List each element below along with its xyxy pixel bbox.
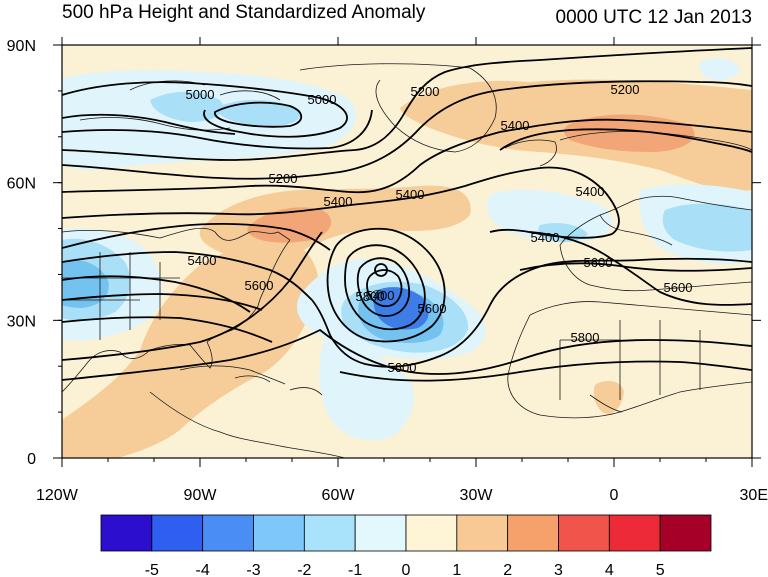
colorbar-swatch <box>303 514 356 552</box>
colorbar-label: 2 <box>503 562 512 577</box>
lat-label: 90N <box>7 38 36 55</box>
colorbar-label: 5 <box>656 562 665 577</box>
map-frame <box>61 44 753 459</box>
contour-label: 5600 <box>418 301 447 316</box>
colorbar-swatch <box>456 514 509 552</box>
map-panel: 5000 5000 5200 5200 5200 5400 5400 5400 5400 5400… <box>62 45 752 458</box>
colorbar-swatch <box>405 514 458 552</box>
colorbar-swatch <box>558 514 610 552</box>
colorbar-swatch <box>659 514 712 552</box>
lat-label: 60N <box>7 176 36 193</box>
negative-anomaly-shading <box>62 58 752 441</box>
contour-label: 5400 <box>366 288 395 303</box>
contour-label: 5400 <box>576 184 605 199</box>
colorbar-label: -5 <box>145 562 159 577</box>
colorbar-label: 4 <box>605 562 614 577</box>
contour-label: 5000 <box>186 87 215 102</box>
contour-label: 5400 <box>188 253 217 268</box>
colorbar-label: -4 <box>196 562 210 577</box>
height-contours <box>62 47 752 382</box>
longitude-labels: 120W 90W 60W 30W 0 30E <box>36 487 768 504</box>
contour-labels: 5000 5000 5200 5200 5200 5400 5400 5400 5400 5400… <box>186 82 693 375</box>
lon-label: 120W <box>36 487 79 504</box>
axis-ticks <box>53 37 761 467</box>
colorbar-swatch <box>202 514 254 552</box>
lat-label: 30N <box>7 313 36 330</box>
contour-label: 5400 <box>396 187 425 202</box>
colorbar-label: 3 <box>554 562 563 577</box>
colorbar-swatch <box>507 514 559 552</box>
latitude-labels: 90N 60N 30N 0 <box>7 38 36 468</box>
contour-label: 5400 <box>531 230 560 245</box>
contour-label: 5600 <box>664 280 693 295</box>
contour-label: 5800 <box>571 330 600 345</box>
lat-label: 0 <box>27 451 36 468</box>
contour-label: 5600 <box>584 255 613 270</box>
colorbar-label: -3 <box>246 562 260 577</box>
contour-label: 5400 <box>501 118 530 133</box>
colorbar <box>100 514 712 552</box>
colorbar-label: -2 <box>297 562 311 577</box>
colorbar-swatch <box>151 514 204 552</box>
lon-label: 30W <box>460 487 494 504</box>
contour-label: 5000 <box>308 92 337 107</box>
colorbar-swatch <box>354 514 407 552</box>
colorbar-swatch <box>253 514 305 552</box>
lon-label: 30E <box>740 487 768 504</box>
lon-label: 0 <box>610 487 619 504</box>
map-timestamp: 0000 UTC 12 Jan 2013 <box>556 7 752 28</box>
colorbar-swatch <box>608 514 661 552</box>
colorbar-swatch <box>100 514 153 552</box>
colorbar-labels: -5 -4 -3 -2 -1 0 1 2 3 4 5 <box>145 562 665 577</box>
map-title: 500 hPa Height and Standardized Anomaly <box>62 2 426 23</box>
contour-label: 5800 <box>356 289 385 304</box>
contour-label: 5400 <box>324 194 353 209</box>
lon-label: 60W <box>322 487 356 504</box>
contour-label: 5600 <box>388 360 417 375</box>
contour-label: 5200 <box>611 82 640 97</box>
contour-label: 5200 <box>269 171 298 186</box>
colorbar-label: 0 <box>402 562 411 577</box>
contour-label: 5200 <box>411 84 440 99</box>
colorbar-label: 1 <box>452 562 461 577</box>
colorbar-label: -1 <box>348 562 362 577</box>
contour-label: 5600 <box>245 278 274 293</box>
lon-label: 90W <box>184 487 218 504</box>
